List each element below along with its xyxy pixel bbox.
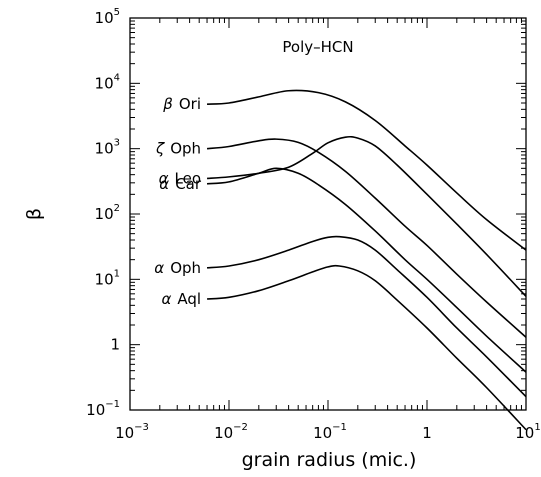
x-axis-title: grain radius (mic.) <box>242 449 417 471</box>
series-label-greek: β <box>162 95 173 113</box>
series-label-star: Leo <box>175 169 202 187</box>
series-label: α Aql <box>161 290 201 308</box>
y-tick-label: 101 <box>95 268 120 288</box>
series-label-greek: ζ <box>155 140 165 158</box>
y-tick-label: 1 <box>110 336 120 354</box>
y-tick-labels: 10−1 1 101 102 103 104 105 <box>86 7 120 419</box>
y-tick-label: 103 <box>95 138 120 158</box>
y-tick-label: 102 <box>95 203 120 223</box>
series-curve-oph-1 <box>206 138 527 338</box>
series-label: α Oph <box>154 259 201 277</box>
series-label-greek: α <box>154 259 164 277</box>
y-tick-label: 105 <box>95 7 120 27</box>
series-label-greek: α <box>159 169 169 187</box>
x-tick-label: 1 <box>422 424 432 442</box>
series-label: ζ Oph <box>155 140 201 158</box>
series-label-star: Ori <box>179 95 201 113</box>
series-curve-ori-0 <box>206 89 527 251</box>
series-curve-leo-2 <box>206 135 527 297</box>
series-label-star: Oph <box>170 140 201 158</box>
series-label: β Ori <box>162 95 201 113</box>
x-tick-label: 101 <box>515 422 540 442</box>
axis-ticks <box>129 17 527 411</box>
series-curve-aql-5 <box>206 264 527 431</box>
series-label-star: Car <box>175 175 202 193</box>
plot-area <box>129 17 527 431</box>
series-curve-oph-4 <box>206 235 527 398</box>
x-tick-label: 10−2 <box>214 422 248 442</box>
series-label: α Leo <box>159 169 201 187</box>
x-tick-labels: 10−3 10−2 10−1 1 101 <box>115 422 541 442</box>
y-axis-title: β <box>23 208 45 220</box>
x-tick-label: 10−1 <box>313 422 347 442</box>
series-label-greek: α <box>159 175 169 193</box>
series-curve-car-3 <box>206 167 527 373</box>
series-label: α Car <box>159 175 202 193</box>
y-tick-label: 10−1 <box>86 399 120 419</box>
series-label-star: Aql <box>177 290 201 308</box>
series-label-greek: α <box>161 290 171 308</box>
series-label-star: Oph <box>170 259 201 277</box>
x-tick-label: 10−3 <box>115 422 149 442</box>
plot-frame <box>129 17 527 411</box>
series-curves <box>206 89 527 431</box>
chart-title: Poly–HCN <box>282 38 353 56</box>
y-tick-label: 104 <box>95 72 120 92</box>
